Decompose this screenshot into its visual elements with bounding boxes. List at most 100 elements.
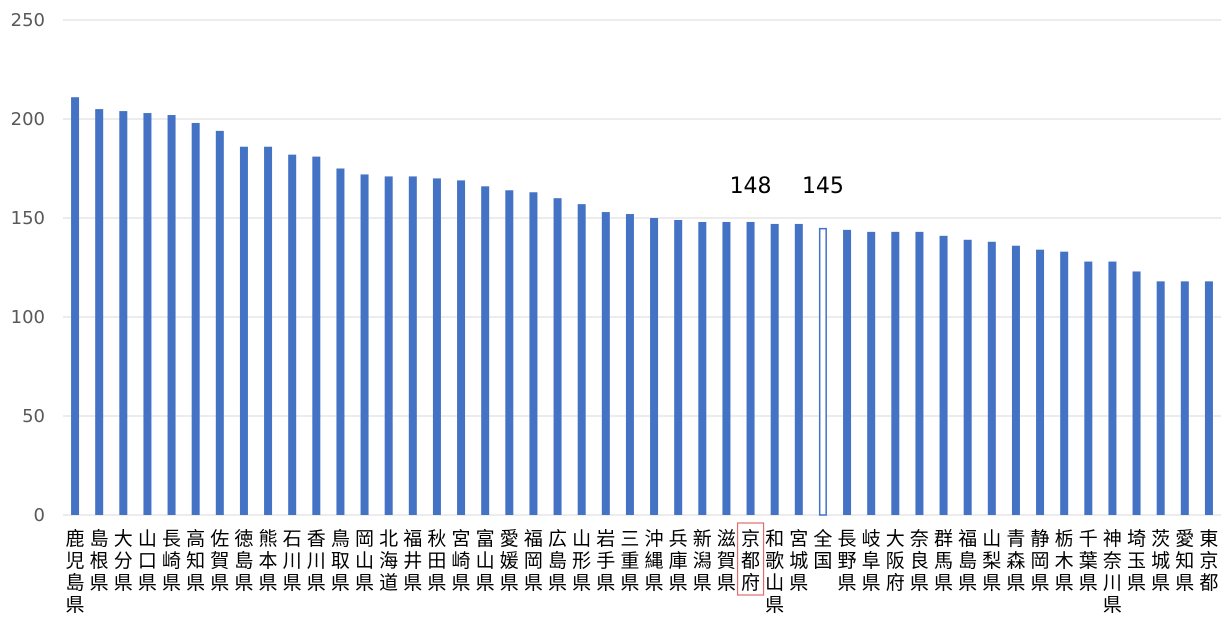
- x-tick-label: 香川県: [307, 528, 326, 594]
- x-tick-label-char: 県: [259, 572, 278, 594]
- x-tick-label-char: 阪: [886, 550, 905, 572]
- x-tick-label: 青森県: [1006, 528, 1025, 594]
- x-tick-label-char: 県: [572, 572, 591, 594]
- x-tick-label-char: 賀: [210, 550, 229, 572]
- category-highlight-box: [736, 522, 765, 596]
- bar: [1060, 251, 1069, 515]
- bar: [1108, 261, 1117, 515]
- bar: [722, 221, 731, 515]
- bar: [167, 115, 176, 515]
- x-tick-label-char: 野: [838, 550, 857, 572]
- x-tick-label-char: 県: [1103, 594, 1122, 616]
- x-tick-label-char: 道: [379, 572, 398, 594]
- x-tick-label: 熊本県: [259, 528, 278, 594]
- x-tick-label-char: 知: [1175, 550, 1194, 572]
- x-tick-label: 岩手県: [596, 528, 615, 594]
- bar: [119, 111, 128, 515]
- x-tick-label: 北海道: [379, 528, 398, 594]
- x-tick-label: 京都府: [741, 528, 760, 594]
- x-tick-label: 群馬県: [934, 528, 953, 594]
- x-tick-label: 岡山県: [355, 528, 374, 594]
- x-tick-label-char: 鹿: [66, 528, 85, 550]
- x-tick-label-char: 県: [66, 594, 85, 616]
- x-tick-label-char: 京: [741, 528, 760, 550]
- x-tick-label-char: 富: [476, 528, 495, 550]
- x-tick-label-char: 県: [1079, 572, 1098, 594]
- x-tick-label-char: 県: [114, 572, 133, 594]
- x-tick-label-char: 栃: [1055, 528, 1074, 550]
- x-tick-label-char: 崎: [162, 550, 181, 572]
- x-tick-label: 富山県: [476, 528, 495, 594]
- x-tick-label-char: 熊: [259, 528, 278, 550]
- x-tick-label-char: 大: [114, 528, 133, 550]
- x-tick-label-char: 鳥: [331, 528, 350, 550]
- x-tick-label-char: 北: [379, 528, 398, 550]
- x-tick-label: 全国: [813, 528, 832, 572]
- bar: [529, 192, 538, 515]
- x-tick-label-char: 県: [1151, 572, 1170, 594]
- x-tick-label: 石川県: [283, 528, 302, 594]
- x-tick-label-char: 県: [789, 572, 808, 594]
- x-tick-label-char: 岡: [524, 550, 543, 572]
- x-tick-label-char: 県: [234, 572, 253, 594]
- x-tick-label: 三重県: [620, 528, 639, 594]
- x-tick-label-char: 媛: [500, 550, 519, 572]
- bar: [191, 122, 200, 516]
- x-tick-label-char: 佐: [210, 528, 229, 550]
- bar: [867, 231, 876, 516]
- x-tick-label: 鳥取県: [331, 528, 350, 594]
- x-tick-label-char: 青: [1006, 528, 1025, 550]
- x-tick-label-char: 群: [934, 528, 953, 550]
- x-tick-label-char: 歌: [765, 550, 784, 572]
- x-tick-label-char: 県: [307, 572, 326, 594]
- bar: [408, 176, 417, 516]
- x-tick-label: 山形県: [572, 528, 591, 594]
- x-tick-label-char: 福: [958, 528, 977, 550]
- x-tick-label-char: 都: [741, 550, 760, 572]
- x-tick-label-char: 県: [958, 572, 977, 594]
- x-tick-label: 宮城県: [789, 528, 808, 594]
- x-tick-label: 沖縄県: [645, 528, 664, 594]
- data-label: 148: [730, 174, 772, 199]
- x-tick-label-char: 県: [1175, 572, 1194, 594]
- x-tick-label: 栃木県: [1055, 528, 1074, 594]
- x-tick-label: 静岡県: [1031, 528, 1050, 594]
- x-tick-label-char: 島: [958, 550, 977, 572]
- x-tick-label: 広島県: [548, 528, 567, 594]
- x-tick-label-char: 愛: [500, 528, 519, 550]
- x-tick-label-char: 広: [548, 528, 567, 550]
- x-tick-label: 徳島県: [234, 528, 253, 594]
- x-tick-label-char: 岩: [596, 528, 615, 550]
- x-tick-label-char: 県: [1006, 572, 1025, 594]
- x-tick-label-char: 県: [476, 572, 495, 594]
- x-tick-label-char: 県: [693, 572, 712, 594]
- bar: [1011, 245, 1020, 515]
- x-tick-label: 大阪府: [886, 528, 905, 594]
- x-tick-label-char: 縄: [645, 550, 664, 572]
- bar: [625, 214, 634, 516]
- category-labels: 鹿児島県島根県大分県山口県長崎県高知県佐賀県徳島県熊本県石川県香川県鳥取県岡山県…: [66, 522, 1218, 616]
- x-tick-label-char: 県: [765, 594, 784, 616]
- x-tick-label: 秋田県: [427, 528, 446, 594]
- x-tick-label-char: 児: [66, 550, 85, 572]
- x-tick-label-char: 香: [307, 528, 326, 550]
- x-tick-label: 奈良県: [910, 528, 929, 594]
- x-tick-label: 兵庫県: [669, 528, 688, 594]
- x-tick-label-char: 取: [331, 550, 350, 572]
- x-tick-label: 福井県: [403, 528, 422, 594]
- x-tick-label-char: 知: [186, 550, 205, 572]
- x-tick-label-char: 岐: [862, 528, 881, 550]
- x-tick-label: 福岡県: [524, 528, 543, 594]
- bars: [71, 97, 1213, 516]
- bar: [891, 231, 900, 516]
- x-tick-label: 滋賀県: [717, 528, 736, 594]
- x-tick-label-char: 田: [427, 550, 446, 572]
- x-tick-label-char: 県: [596, 572, 615, 594]
- x-tick-label-char: 城: [789, 550, 808, 572]
- x-tick-label-char: 都: [1199, 572, 1218, 594]
- x-tick-label-char: 県: [524, 572, 543, 594]
- x-tick-label-char: 川: [283, 550, 302, 572]
- bar: [843, 229, 852, 515]
- x-tick-label-char: 県: [186, 572, 205, 594]
